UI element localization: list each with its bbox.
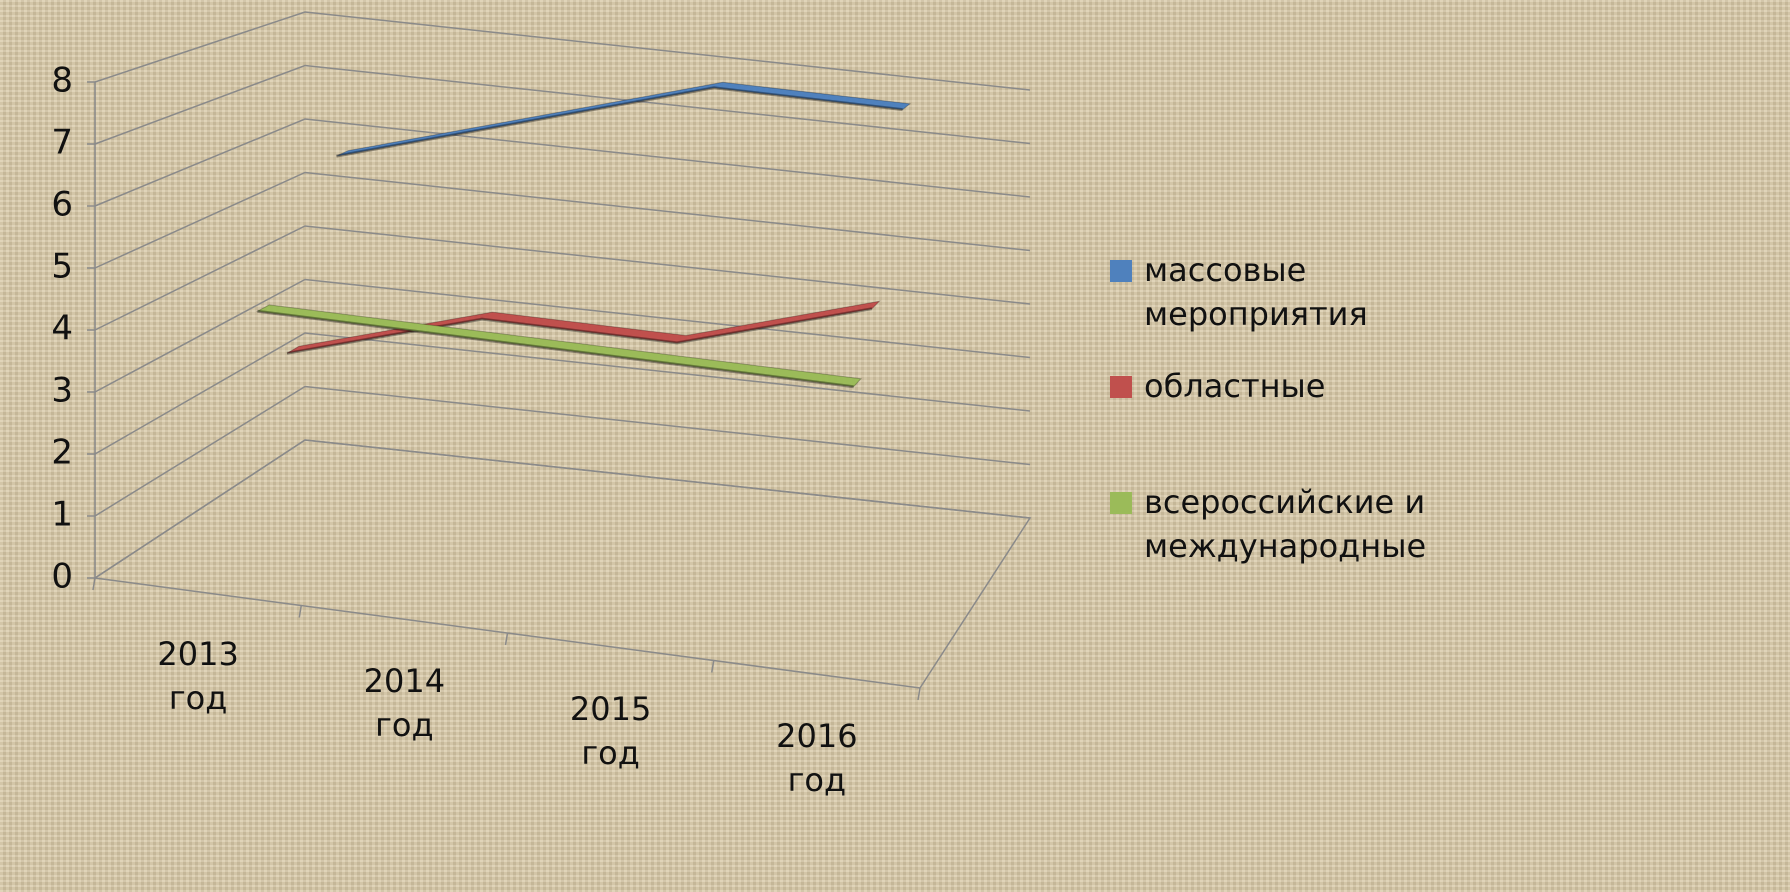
x-tick [712, 661, 714, 673]
x-tick-label: 2015 год [556, 687, 666, 775]
y-tick-label: 0 [51, 557, 73, 597]
x-tick [506, 633, 508, 645]
legend-swatch [1110, 376, 1132, 398]
grid-line [95, 119, 1030, 206]
grid-line [95, 387, 1030, 517]
y-tick-label: 2 [51, 433, 73, 473]
y-tick-label: 1 [51, 495, 73, 535]
legend-item: всероссийские и международные [1110, 480, 1780, 568]
grid-line [95, 440, 1030, 578]
grid-line [95, 226, 1030, 330]
y-tick-label: 7 [51, 123, 73, 163]
legend-swatch [1110, 492, 1132, 514]
legend-label: массовые мероприятия [1144, 248, 1524, 336]
x-tick [918, 688, 920, 700]
y-tick-label: 6 [51, 185, 73, 225]
y-tick-label: 3 [51, 371, 73, 411]
legend-label: областные [1144, 364, 1524, 408]
x-tick [299, 606, 301, 618]
legend-item: областные [1110, 364, 1780, 408]
page: 0 1 2 3 4 5 6 7 8 массовые мероприятия областные в… [0, 0, 1790, 892]
ribbon [257, 305, 861, 387]
x-tick [93, 578, 95, 590]
y-tick-label: 5 [51, 247, 73, 287]
legend-swatch [1110, 260, 1132, 282]
grid-line [95, 280, 1030, 393]
grid-line [95, 12, 1030, 90]
chart: 0 1 2 3 4 5 6 7 8 [0, 0, 1790, 892]
x-tick-label: 2016 год [762, 714, 872, 802]
ribbon [336, 82, 910, 156]
legend-item: массовые мероприятия [1110, 248, 1780, 336]
x-tick-label: 2013 год [143, 632, 253, 720]
y-tick-label: 8 [51, 61, 73, 101]
x-tick-label: 2014 год [349, 659, 459, 747]
y-tick-label: 4 [51, 309, 73, 349]
legend-label: всероссийские и международные [1144, 480, 1524, 568]
